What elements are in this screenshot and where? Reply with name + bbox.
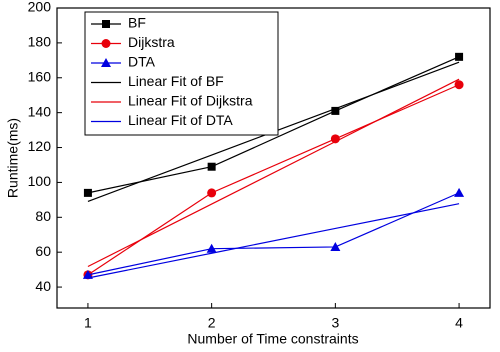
legend-label: DTA	[128, 54, 156, 70]
legend-label: Linear Fit of BF	[128, 73, 224, 89]
x-tick-label: 1	[84, 315, 92, 331]
x-tick-label: 4	[455, 315, 463, 331]
y-tick-label: 200	[28, 0, 52, 15]
x-axis-label: Number of Time constraints	[187, 331, 358, 347]
marker	[83, 188, 92, 197]
legend-label: Dijkstra	[128, 34, 175, 50]
y-tick-label: 40	[35, 278, 51, 294]
series-line	[87, 192, 460, 276]
legend-box	[84, 11, 279, 136]
plot-frame	[56, 7, 491, 309]
marker	[101, 58, 111, 67]
y-tick-label: 100	[28, 173, 52, 189]
y-tick-label: 80	[35, 208, 51, 224]
y-tick-label: 120	[28, 138, 52, 154]
legend-label: Linear Fit of DTA	[128, 112, 233, 128]
x-tick-label: 2	[208, 315, 216, 331]
legend-label: BF	[128, 15, 146, 31]
marker	[82, 269, 93, 279]
marker	[454, 80, 464, 90]
y-axis-label: Runtime(ms)	[5, 118, 21, 198]
series-line	[87, 78, 460, 268]
marker	[101, 39, 111, 48]
marker	[455, 52, 464, 61]
marker	[102, 20, 110, 28]
legend-label: Linear Fit of Dijkstra	[128, 93, 253, 109]
marker	[331, 106, 340, 115]
marker	[330, 241, 341, 251]
y-tick-label: 160	[28, 68, 52, 84]
series-line	[87, 84, 460, 276]
marker	[207, 162, 216, 171]
y-tick-label: 180	[28, 34, 52, 50]
marker	[206, 243, 217, 253]
y-tick-label: 140	[28, 103, 52, 119]
marker	[454, 187, 465, 197]
y-tick-label: 60	[35, 243, 51, 259]
series-line	[87, 203, 460, 279]
marker	[207, 188, 217, 198]
x-tick-label: 3	[331, 315, 339, 331]
series-line	[87, 56, 460, 194]
